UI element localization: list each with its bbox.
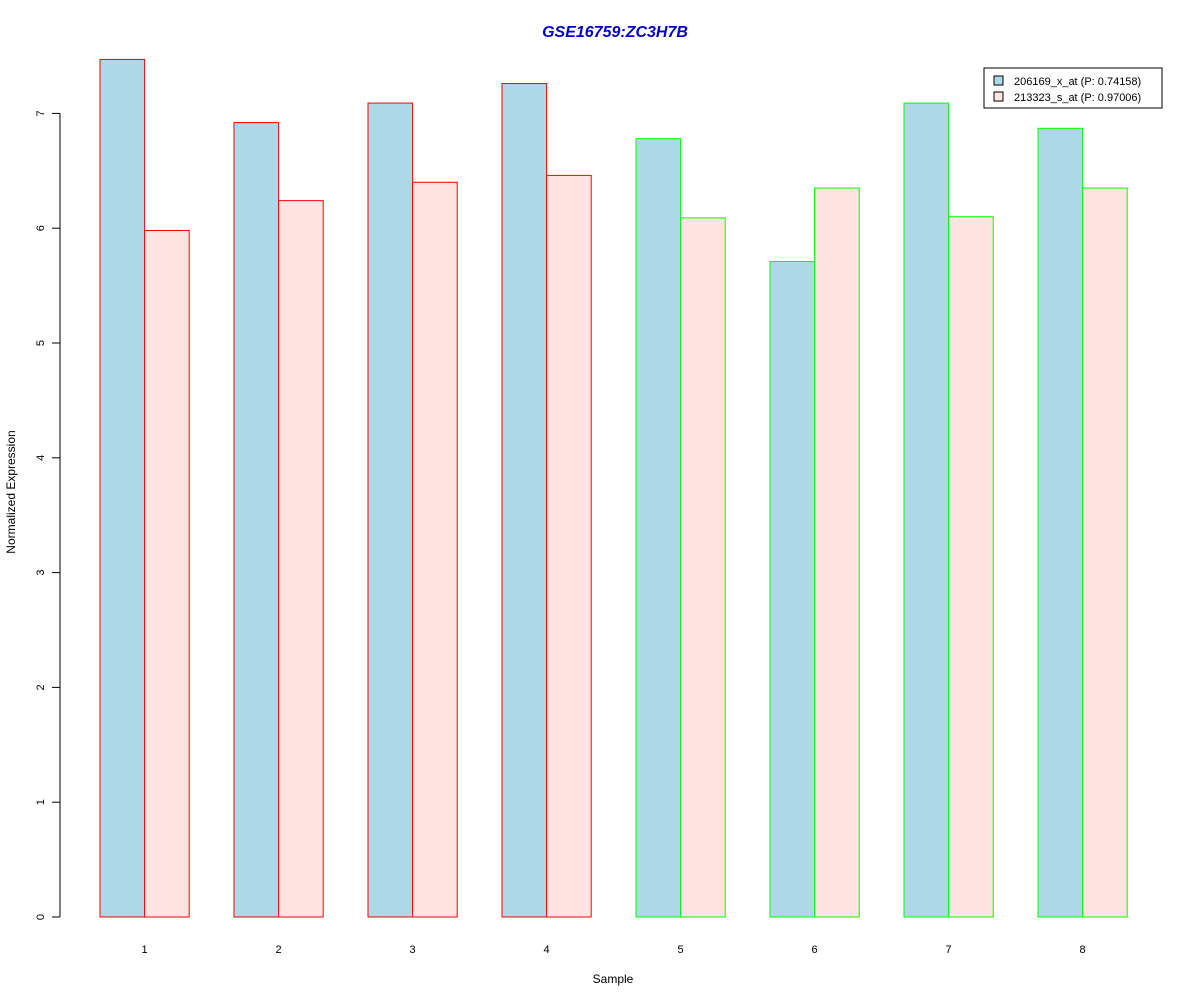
legend-label: 206169_x_at (P: 0.74158) [1014, 76, 1141, 88]
bar-sample-6-series-1 [769, 260, 816, 918]
bar-sample-2-series-1 [233, 122, 280, 918]
bar-sample-1-series-1 [99, 58, 146, 918]
legend-swatch [993, 75, 1004, 86]
x-tick-label: 8 [1080, 944, 1086, 956]
x-tick-label: 2 [276, 944, 282, 956]
y-tick-label: 2 [35, 684, 47, 690]
x-axis-tick-labels: 1 2 3 4 5 6 7 8 [142, 944, 1086, 956]
y-tick-label: 0 [35, 914, 47, 920]
legend-box [983, 67, 1163, 109]
bar-sample-5-series-2 [680, 217, 726, 918]
y-tick-label: 7 [35, 110, 47, 116]
y-tick-label: 5 [35, 340, 47, 346]
bar-sample-1-series-2 [144, 229, 190, 918]
y-tick-label: 1 [35, 799, 47, 805]
bar-sample-4-series-2 [546, 174, 592, 918]
bar-sample-2-series-2 [278, 200, 324, 918]
bar-sample-5-series-1 [635, 138, 682, 918]
bar-sample-8-series-2 [1082, 187, 1128, 918]
x-tick-label: 4 [544, 944, 550, 956]
y-tick-label: 6 [35, 225, 47, 231]
x-axis-label: Sample [593, 972, 634, 986]
legend-label: 213323_s_at (P: 0.97006) [1014, 92, 1141, 104]
legend-swatch [993, 91, 1004, 102]
x-tick-label: 7 [946, 944, 952, 956]
bars-group [99, 58, 1128, 918]
bar-sample-8-series-1 [1037, 127, 1084, 918]
x-tick-label: 3 [410, 944, 416, 956]
legend: 206169_x_at (P: 0.74158) 213323_s_at (P: … [983, 67, 1163, 109]
bar-sample-7-series-1 [903, 102, 950, 918]
bar-sample-3-series-2 [412, 181, 458, 918]
x-tick-label: 6 [812, 944, 818, 956]
y-tick-label: 4 [35, 455, 47, 461]
y-axis: 0 1 2 3 4 5 6 7 [35, 110, 61, 920]
bar-sample-4-series-1 [501, 83, 548, 918]
bar-sample-7-series-2 [948, 216, 994, 918]
y-axis-label: Normalized Expression [4, 430, 18, 553]
y-tick-label: 3 [35, 570, 47, 576]
x-tick-label: 1 [142, 944, 148, 956]
bar-sample-6-series-2 [814, 187, 860, 918]
bar-sample-3-series-1 [367, 102, 414, 918]
x-tick-label: 5 [678, 944, 684, 956]
chart-title: GSE16759:ZC3H7B [542, 24, 688, 41]
